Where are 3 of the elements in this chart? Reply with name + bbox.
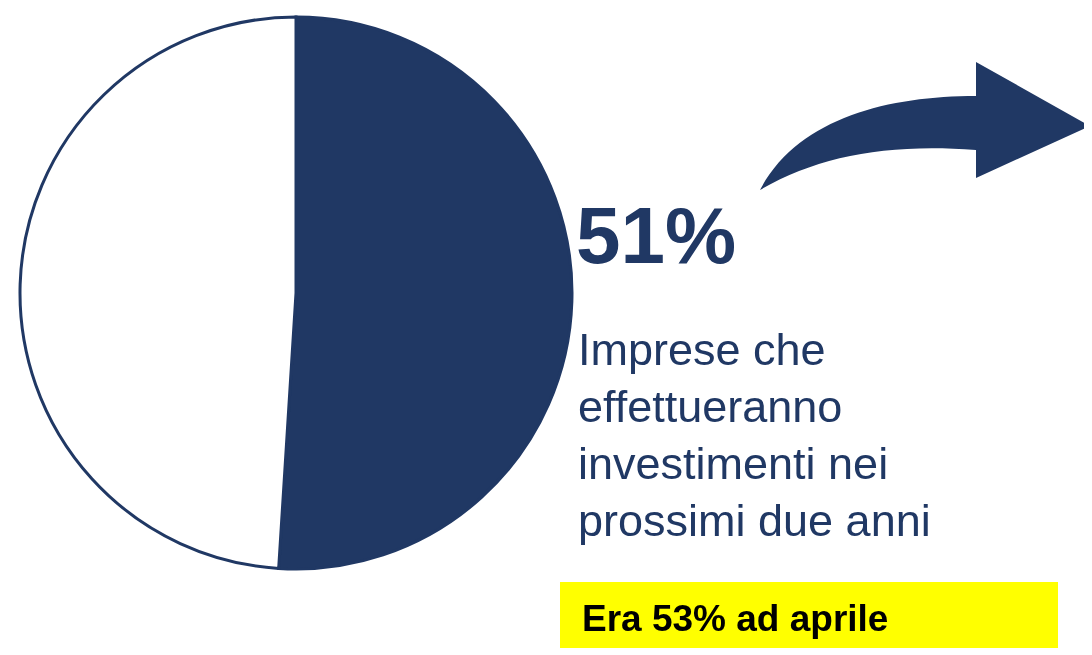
data-label: 51%: [576, 191, 737, 280]
text: Imprese che effettueranno investimenti nei prossimi due anni: [578, 323, 932, 548]
text: Era 53% ad aprile: [581, 596, 890, 641]
